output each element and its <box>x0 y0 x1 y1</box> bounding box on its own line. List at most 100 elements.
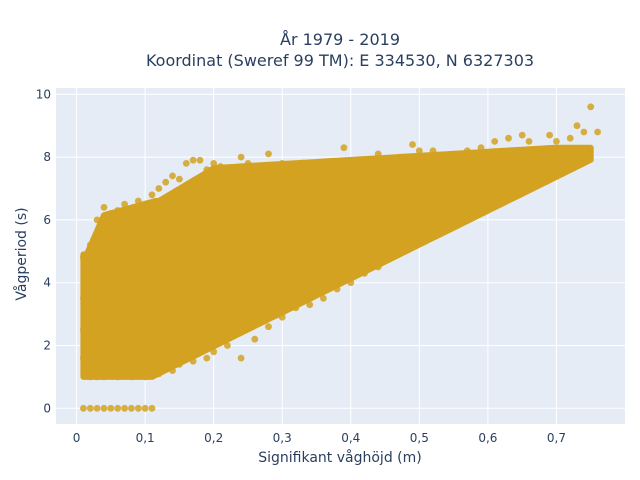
data-point <box>121 404 128 412</box>
data-point <box>176 175 183 183</box>
data-point <box>573 122 581 130</box>
x-axis-title: Signifikant våghöjd (m) <box>258 449 421 466</box>
data-point <box>114 207 122 214</box>
data-point <box>176 360 183 368</box>
data-point <box>484 200 492 208</box>
data-point <box>347 166 355 174</box>
data-point <box>518 131 526 139</box>
data-point <box>224 166 231 174</box>
data-point <box>80 404 87 412</box>
data-point <box>347 279 355 287</box>
data-point <box>320 169 327 177</box>
data-point <box>237 153 245 161</box>
data-point <box>580 128 588 136</box>
data-points <box>80 103 601 412</box>
data-point <box>107 210 115 218</box>
x-tick-label: 0,7 <box>547 431 566 445</box>
data-point <box>244 160 252 167</box>
data-point <box>505 134 512 142</box>
data-point <box>299 163 307 170</box>
data-point <box>457 216 464 224</box>
data-point <box>539 175 547 183</box>
data-point <box>107 404 115 412</box>
data-point <box>237 354 245 362</box>
data-point <box>162 178 170 186</box>
data-point <box>546 131 553 139</box>
x-tick-label: 0,4 <box>341 431 360 445</box>
data-point <box>169 367 176 374</box>
data-point <box>443 222 451 230</box>
data-point <box>436 153 444 161</box>
y-tick-label: 6 <box>43 213 51 227</box>
data-point <box>278 160 286 167</box>
data-point <box>340 144 348 152</box>
data-point <box>415 147 423 155</box>
data-point <box>86 373 94 381</box>
y-tick-label: 2 <box>43 338 51 352</box>
data-point <box>477 144 485 152</box>
data-point <box>148 191 156 199</box>
data-point <box>553 138 560 145</box>
data-point <box>141 404 149 412</box>
data-point <box>114 404 122 412</box>
y-tick-label: 10 <box>36 87 51 101</box>
data-point <box>251 335 259 343</box>
data-point <box>333 172 341 180</box>
data-point <box>450 153 457 161</box>
data-point <box>258 166 266 174</box>
data-point <box>566 160 574 167</box>
data-point <box>210 348 218 356</box>
chart-title-line-1: År 1979 - 2019 <box>280 30 400 49</box>
data-point <box>100 373 108 381</box>
x-tick-label: 0 <box>73 431 81 445</box>
x-tick-label: 0,6 <box>478 431 497 445</box>
data-point <box>141 200 149 208</box>
data-point <box>470 210 478 218</box>
data-point <box>127 373 135 381</box>
data-point <box>93 216 101 224</box>
data-point <box>80 254 87 261</box>
data-point <box>265 150 272 158</box>
data-point <box>93 373 101 381</box>
y-axis-ticks: 0 2 4 6 8 10 <box>36 87 51 415</box>
data-point <box>395 153 403 161</box>
data-point <box>566 134 574 142</box>
data-point <box>374 263 382 271</box>
x-tick-label: 0,2 <box>204 431 223 445</box>
data-point <box>553 166 560 174</box>
chart-title-line-2: Koordinat (Sweref 99 TM): E 334530, N 63… <box>146 51 534 70</box>
y-axis-title: Vågperiod (s) <box>13 207 30 300</box>
data-point <box>361 269 368 277</box>
data-point <box>429 147 437 155</box>
data-point <box>155 370 163 378</box>
data-point <box>203 166 211 174</box>
data-point <box>525 138 533 145</box>
data-point <box>217 163 224 170</box>
data-point <box>121 200 128 208</box>
data-point <box>127 404 135 412</box>
data-point <box>148 404 156 412</box>
data-point <box>155 185 163 192</box>
data-point <box>415 238 423 246</box>
x-axis-ticks: 0 0,1 0,2 0,3 0,4 0,5 0,6 0,7 <box>73 431 566 445</box>
data-point <box>224 342 231 349</box>
y-tick-label: 4 <box>43 276 51 290</box>
data-point <box>203 354 211 362</box>
data-point <box>429 229 437 236</box>
data-point <box>141 373 149 381</box>
data-point <box>594 128 601 136</box>
point-cloud <box>80 144 594 380</box>
data-point <box>463 147 471 155</box>
x-tick-label: 0,3 <box>273 431 292 445</box>
data-point <box>169 172 176 180</box>
data-point <box>306 301 314 309</box>
data-point <box>381 156 389 164</box>
data-point <box>580 153 588 161</box>
data-point <box>278 313 286 321</box>
data-point <box>361 160 368 167</box>
data-point <box>525 181 533 189</box>
data-point <box>86 241 94 249</box>
data-point <box>374 150 382 158</box>
data-point <box>182 160 190 167</box>
